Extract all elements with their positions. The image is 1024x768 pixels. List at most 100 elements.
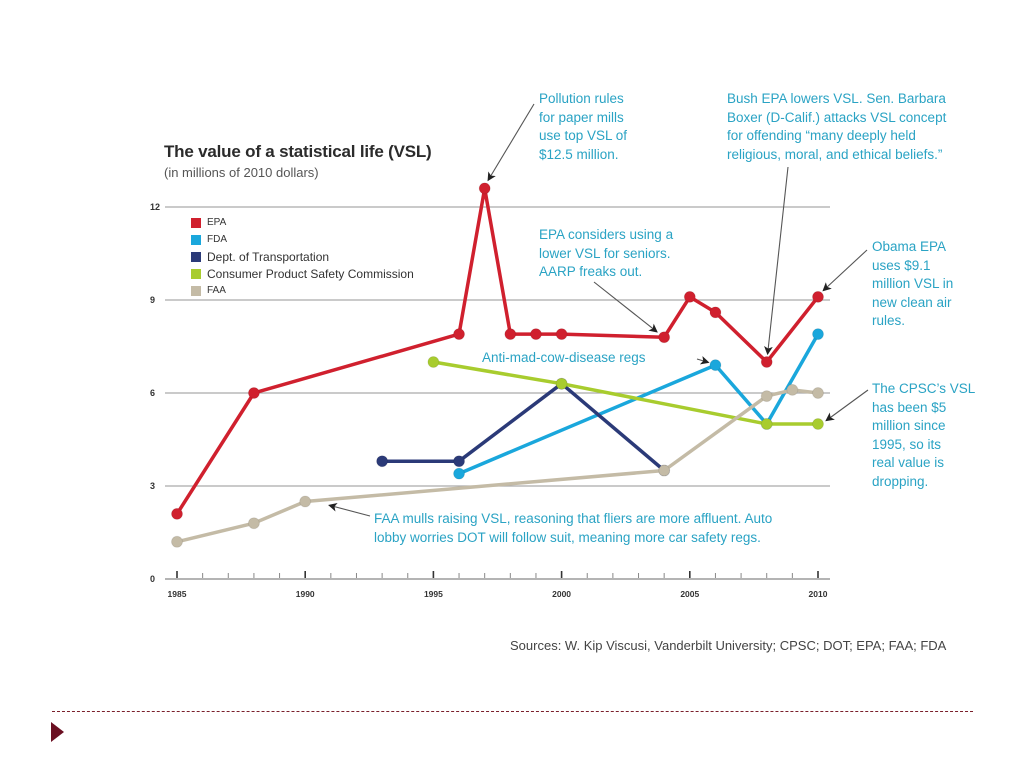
legend-item-dot: Dept. of Transportation (191, 248, 414, 265)
data-point-epa (529, 328, 542, 341)
data-point-consumer-product-safety-commission (555, 377, 568, 390)
data-point-epa (760, 356, 773, 368)
data-point-faa (247, 517, 260, 530)
sources-note: Sources: W. Kip Viscusi, Vanderbilt Univ… (510, 638, 947, 653)
annotation-arrow-cpsc (825, 389, 869, 422)
data-point-faa (171, 535, 183, 548)
annotation-line: The CPSC’s VSL (872, 381, 976, 396)
annotation-paper-mills: Pollution rules for paper mills use top … (539, 90, 627, 164)
annotation-line: Anti-mad-cow-disease regs (482, 350, 646, 365)
annotation-arrow-mad-cow (696, 356, 710, 365)
annotation-line: for offending “many deeply held (727, 128, 916, 143)
annotation-cpsc: The CPSC’s VSL has been $5 million since… (872, 380, 975, 491)
legend-item-epa: EPA (191, 214, 414, 231)
annotation-line: rules. (872, 313, 906, 328)
annotation-line: lobby worries DOT will follow suit, mean… (374, 529, 761, 545)
x-tick-label: 1995 (424, 589, 443, 599)
data-point-epa (555, 328, 568, 341)
legend-swatch-epa (191, 217, 201, 228)
legend-label: Dept. of Transportation (207, 249, 330, 264)
data-point-epa (709, 306, 722, 319)
x-tick-label: 2005 (680, 589, 699, 599)
data-point-consumer-product-safety-commission (760, 418, 773, 430)
data-point-faa (786, 383, 799, 396)
series-line-fda (458, 333, 820, 476)
y-tick-label: 0 (150, 574, 155, 584)
data-point-dept-of-transportation (453, 455, 466, 468)
slide-bullet-triangle-icon (51, 722, 64, 742)
annotation-line: million since (872, 418, 946, 433)
legend-item-faa: FAA (191, 282, 414, 299)
annotation-arrow-faa (328, 502, 371, 517)
x-tick-label: 2010 (809, 589, 828, 599)
legend-swatch-fda (191, 234, 201, 245)
legend-label: EPA (207, 217, 227, 228)
annotation-faa: FAA mulls raising VSL, reasoning that fl… (374, 510, 772, 547)
chart-subtitle: (in millions of 2010 dollars) (164, 165, 319, 180)
series-line-epa (175, 186, 820, 515)
annotation-line: Obama EPA (872, 239, 947, 254)
x-tick-label: 2000 (552, 589, 571, 599)
annotation-line: $12.5 million. (539, 146, 619, 162)
slide-divider (52, 711, 973, 712)
data-point-consumer-product-safety-commission (427, 356, 440, 368)
y-tick-label: 9 (150, 295, 155, 305)
y-tick-label: 3 (150, 481, 155, 491)
data-point-consumer-product-safety-commission (812, 418, 824, 430)
data-point-faa (812, 387, 824, 399)
annotation-mad-cow: Anti-mad-cow-disease regs (482, 349, 646, 368)
data-point-epa (683, 290, 696, 303)
annotation-seniors: EPA considers using a lower VSL for seni… (539, 226, 673, 282)
x-tick-label: 1990 (296, 589, 315, 599)
legend-swatch-faa (191, 285, 201, 296)
annotation-line: real value is (872, 455, 945, 470)
data-point-dept-of-transportation (376, 455, 389, 468)
annotation-obama-epa: Obama EPA uses $9.1 million VSL in new c… (872, 238, 953, 331)
legend-item-cpsc: Consumer Product Safety Commission (191, 265, 414, 282)
annotation-line: religious, moral, and ethical beliefs.” (727, 146, 943, 162)
data-point-epa (171, 507, 183, 520)
annotation-line: has been $5 (872, 399, 947, 415)
data-point-epa (478, 182, 491, 195)
data-point-faa (760, 390, 773, 403)
data-point-epa (812, 290, 824, 303)
data-point-fda (453, 467, 466, 480)
data-point-epa (453, 328, 466, 341)
series-line-dept-of-transportation (382, 381, 666, 472)
y-tick-label: 6 (150, 388, 155, 398)
series-line-consumer-product-safety-commission (433, 360, 818, 426)
annotation-line: for paper mills (539, 109, 624, 125)
data-point-faa (658, 464, 671, 477)
annotation-line: FAA mulls raising VSL, reasoning that fl… (374, 511, 773, 526)
legend-item-fda: FDA (191, 231, 414, 248)
annotation-line: million VSL in (872, 276, 954, 291)
annotation-line: Bush EPA lowers VSL. Sen. Barbara (727, 91, 946, 106)
annotation-bush-epa: Bush EPA lowers VSL. Sen. Barbara Boxer … (727, 90, 946, 164)
annotation-line: Pollution rules (539, 91, 624, 106)
annotation-line: AARP freaks out. (539, 264, 643, 279)
annotation-line: 1995, so its (872, 436, 942, 452)
legend-swatch-cpsc (191, 268, 201, 279)
y-tick-label: 12 (150, 202, 160, 212)
legend: EPA FDA Dept. of Transportation Consumer… (191, 214, 414, 299)
data-point-fda (812, 328, 824, 341)
annotation-line: dropping. (872, 473, 929, 489)
annotation-arrow-bush-epa (764, 166, 789, 356)
annotation-line: EPA considers using a (539, 227, 674, 242)
legend-label: Consumer Product Safety Commission (207, 266, 414, 281)
annotation-line: uses $9.1 (872, 257, 931, 273)
data-point-epa (247, 387, 260, 399)
data-point-faa (299, 495, 312, 508)
legend-label: FDA (207, 234, 227, 245)
annotation-line: Boxer (D-Calif.) attacks VSL concept (727, 109, 947, 125)
annotation-arrow-seniors (593, 281, 658, 333)
annotation-line: use top VSL of (539, 128, 628, 143)
data-point-epa (504, 328, 517, 341)
data-point-fda (709, 359, 722, 372)
annotation-line: lower VSL for seniors. (539, 245, 671, 261)
annotation-arrow-paper-mills (487, 103, 535, 182)
legend-label: FAA (207, 285, 226, 296)
annotation-arrow-obama-epa (822, 249, 868, 292)
chart-title: The value of a statistical life (VSL) (164, 142, 432, 161)
